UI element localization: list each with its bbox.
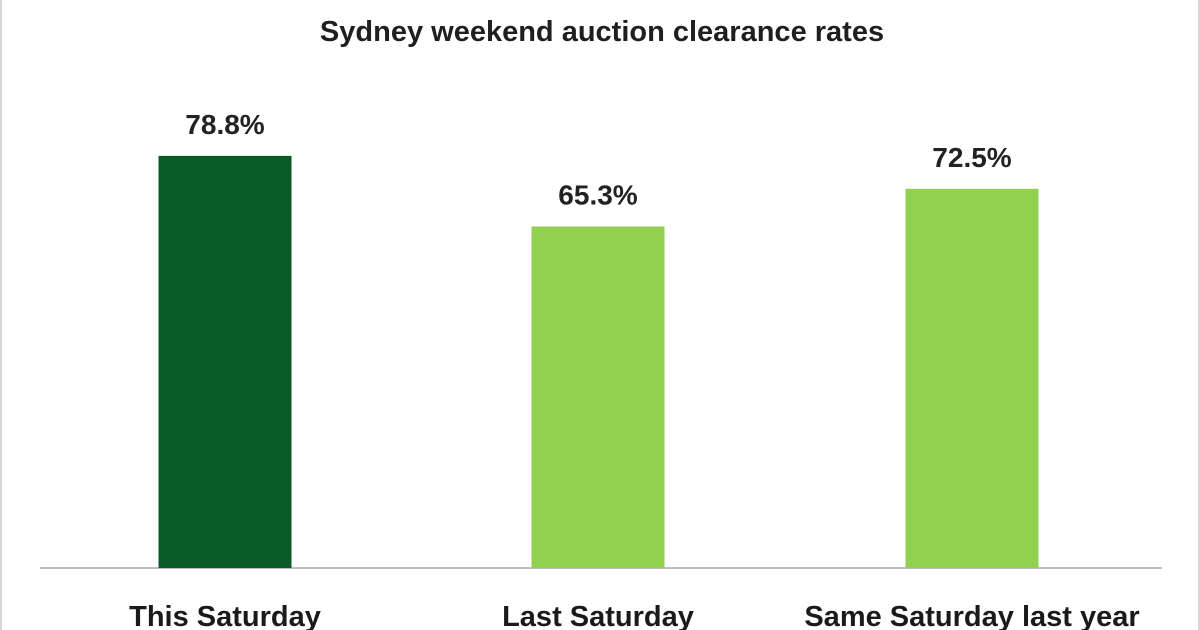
bar-1 <box>158 155 292 568</box>
bar-3 <box>905 188 1039 568</box>
data-label-2: 65.3% <box>558 179 637 210</box>
data-label-3: 72.5% <box>932 142 1011 173</box>
bar-2 <box>531 226 665 568</box>
category-label-1: This Saturday <box>129 601 321 630</box>
category-label-3: Same Saturday last year <box>804 601 1139 630</box>
data-label-1: 78.8% <box>185 109 264 140</box>
category-label-2: Last Saturday <box>502 601 694 630</box>
chart-title: Sydney weekend auction clearance rates <box>319 16 885 48</box>
